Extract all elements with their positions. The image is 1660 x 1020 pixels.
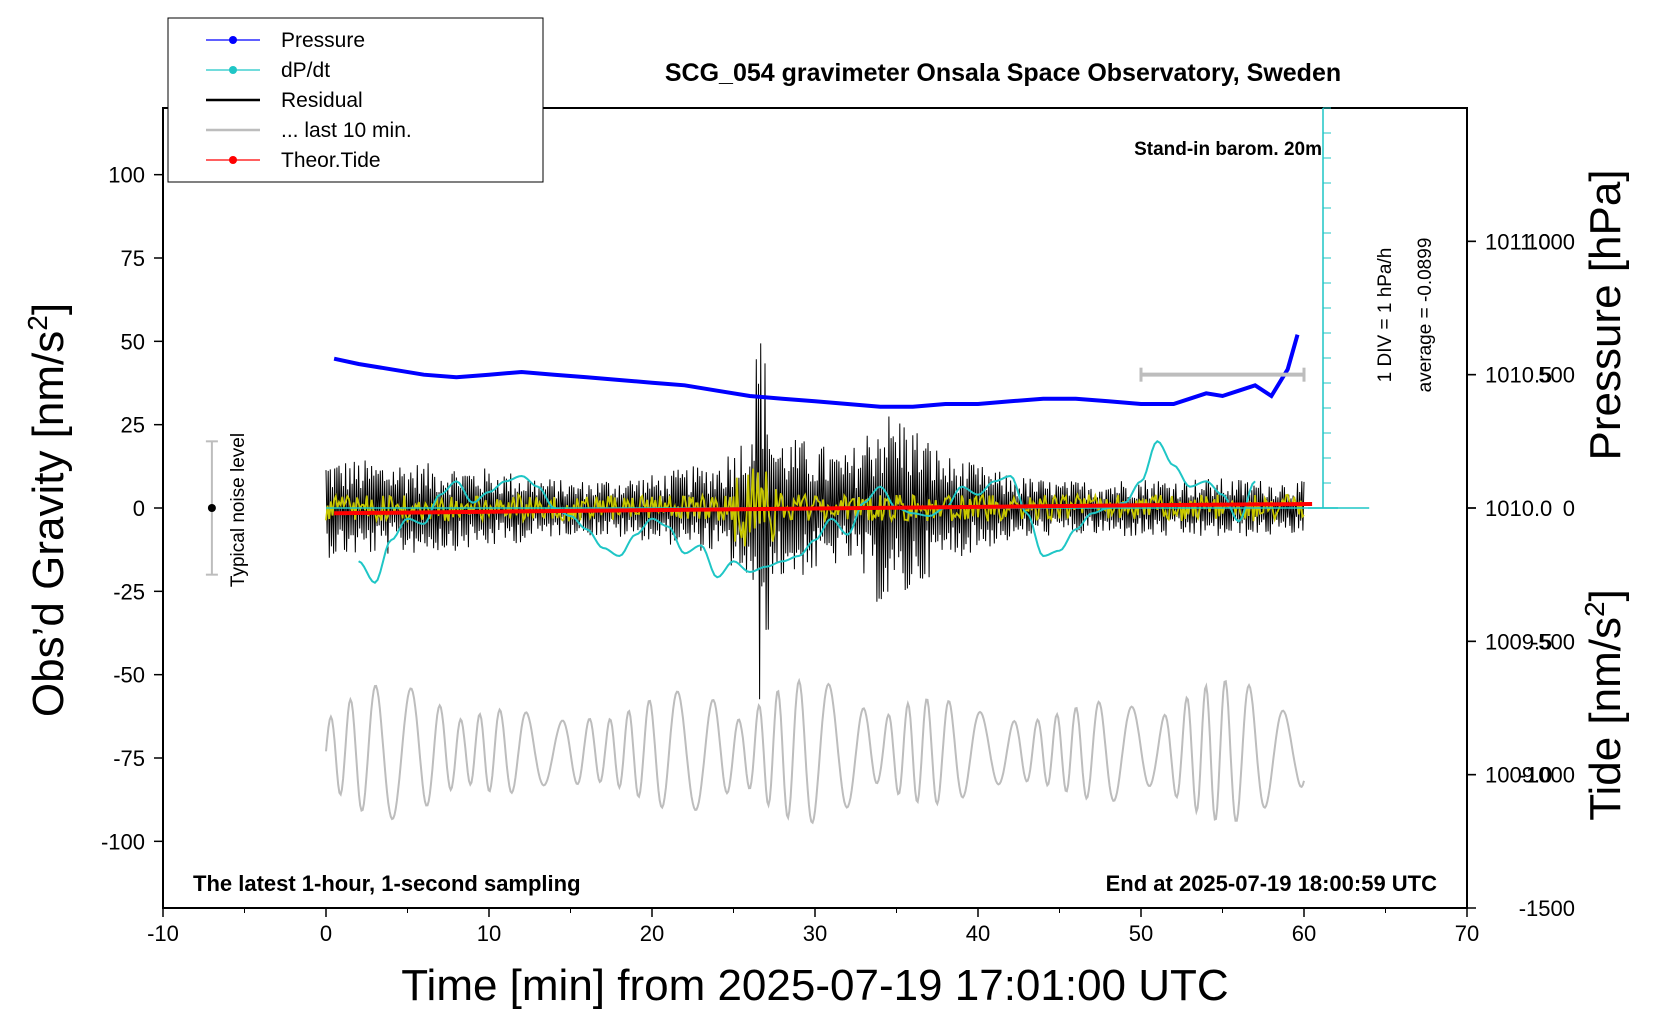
dpdt-scale-label: 1 DIV = 1 hPa/h (1375, 248, 1396, 383)
tide-line (334, 502, 1313, 516)
left-tick-label: -100 (101, 829, 145, 854)
pressure-line (333, 334, 1300, 409)
left-axis-label-base: Obs’d Gravity [nm/s (24, 331, 73, 717)
x-axis-ticks: -10 0 10 20 30 40 50 60 70 (147, 908, 1479, 946)
residual-line (325, 343, 1305, 700)
left-tick-label: 0 (133, 496, 145, 521)
legend-marker (229, 156, 237, 164)
pressure-axis-label: Pressure [hPa] (1581, 169, 1630, 460)
chart-title: SCG_054 gravimeter Onsala Space Observat… (665, 59, 1341, 87)
last10-range-bar (1139, 367, 1306, 382)
legend-label: Theor.Tide (281, 149, 381, 172)
tide-axis-label: Tide [nm/s2] (1579, 589, 1630, 821)
legend-label: Residual (281, 89, 363, 112)
x-tick-label: 30 (803, 921, 827, 946)
pressure-tick-label: 1009.0 (1485, 763, 1552, 788)
tide-tick-label: 500 (1538, 363, 1575, 388)
tide-axis-label-sup: 2 (1579, 601, 1610, 617)
x-tick-label: 60 (1292, 921, 1316, 946)
bottom-right-label: End at 2025-07-19 18:00:59 UTC (1106, 871, 1437, 896)
x-tick-label: 0 (320, 921, 332, 946)
left-tick-label: -75 (113, 746, 145, 771)
left-tick-label: 75 (121, 246, 145, 271)
dpdt-average-label: average = -0.0899 (1415, 238, 1436, 393)
tide-tick-label: -500 (1531, 629, 1575, 654)
pressure-tick-label: 1010.5 (1485, 363, 1552, 388)
left-axis-label-sup: 2 (22, 315, 53, 331)
tide-tick-label: -1500 (1519, 896, 1575, 921)
noise-level-marker (205, 440, 218, 576)
legend-label: Pressure (281, 29, 365, 52)
last10-line (325, 677, 1305, 825)
pressure-tick-label: 1010.0 (1485, 496, 1552, 521)
x-tick-label: 70 (1455, 921, 1479, 946)
left-tick-label: 100 (108, 163, 145, 188)
left-tick-label: 25 (121, 413, 145, 438)
tide-axis-label-base: Tide [nm/s (1581, 617, 1630, 821)
tide-axis-ticks: 1000 500 0 -500 -1000 -1500 (1467, 229, 1575, 921)
x-tick-label: 20 (640, 921, 664, 946)
legend-marker (229, 36, 237, 44)
legend-marker (229, 66, 237, 74)
left-tick-label: -50 (113, 663, 145, 688)
legend: Pressure dP/dt Residual ... last 10 min. The… (167, 17, 544, 183)
residual-filtered-line (325, 468, 1305, 547)
left-axis-ticks: 100 75 50 25 0 -25 -50 -75 -100 (101, 163, 163, 854)
pressure-axis-ticks: 1011.0 1010.5 1010.0 1009.5 1009.0 (1467, 229, 1552, 788)
left-axis-label: Obs’d Gravity [nm/s2] (22, 303, 73, 717)
x-tick-label: 50 (1129, 921, 1153, 946)
x-tick-label: -10 (147, 921, 179, 946)
x-axis-label: Time [min] from 2025-07-19 17:01:00 UTC (401, 961, 1228, 1010)
pressure-tick-label: 1011.0 (1485, 229, 1551, 254)
legend-label: ... last 10 min. (281, 119, 412, 142)
pressure-tick-label: 1009.5 (1485, 629, 1552, 654)
dpdt-scale (1308, 107, 1338, 509)
left-axis-label-close: ] (24, 303, 73, 315)
bottom-left-label: The latest 1-hour, 1-second sampling (193, 871, 581, 896)
tide-tick-label: 1000 (1526, 229, 1575, 254)
legend-label: dP/dt (281, 59, 330, 82)
noise-center-dot (207, 504, 216, 512)
x-tick-label: 40 (966, 921, 990, 946)
x-tick-label: 10 (477, 921, 501, 946)
left-tick-label: -25 (113, 579, 145, 604)
tide-axis-label-close: ] (1581, 589, 1630, 601)
tide-tick-label: 0 (1563, 496, 1575, 521)
barometer-label: Stand-in barom. 20m (1134, 139, 1322, 160)
left-tick-label: 50 (121, 329, 145, 354)
dpdt-line (358, 440, 1256, 584)
noise-level-label: Typical noise level (228, 433, 249, 587)
tide-tick-label: -1000 (1519, 763, 1575, 788)
